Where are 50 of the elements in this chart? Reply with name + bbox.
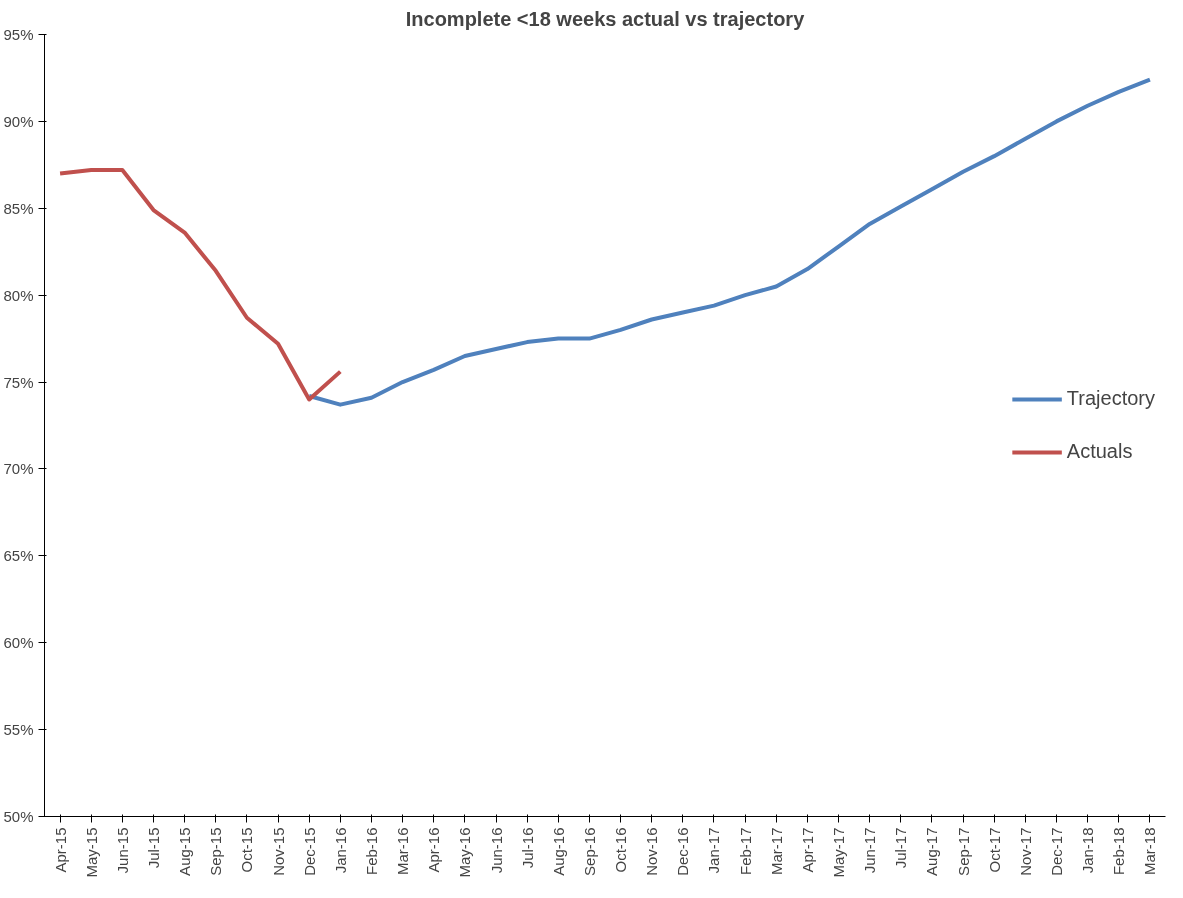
x-tick-label: Jun-17 — [861, 827, 879, 874]
x-tick-label: Jul-16 — [518, 827, 536, 869]
x-tick-label: Apr-16 — [425, 827, 443, 873]
x-tick-label: Sep-17 — [954, 827, 972, 876]
x-tick-label: Aug-15 — [176, 827, 194, 876]
line-series — [58, 168, 343, 402]
x-tick-label: Oct-16 — [612, 827, 630, 873]
y-tick-label: 90% — [3, 112, 34, 130]
x-tick-label: Apr-17 — [798, 827, 816, 873]
x-tick-label: Apr-15 — [51, 827, 69, 873]
x-tick-label: Jun-15 — [113, 827, 131, 874]
x-tick-label: Nov-16 — [643, 827, 661, 876]
x-tick-label: Feb-17 — [736, 827, 754, 876]
x-tick-label: Mar-16 — [394, 827, 412, 876]
y-tick-label: 75% — [3, 373, 34, 391]
y-tick-label: 65% — [3, 547, 34, 565]
x-tick-label: Jan-16 — [331, 827, 349, 874]
x-tick-label: Dec-17 — [1048, 827, 1066, 876]
x-tick-label: Jul-15 — [144, 827, 162, 869]
y-tick-label: 55% — [3, 721, 34, 739]
y-tick-label: 85% — [3, 199, 34, 217]
x-tick-label: Aug-16 — [549, 827, 567, 876]
x-tick-label: Jun-16 — [487, 827, 505, 874]
y-tick-label: 60% — [3, 634, 34, 652]
x-tick-label: Nov-15 — [269, 827, 287, 876]
x-tick-label: Jul-17 — [892, 827, 910, 869]
x-tick-label: Mar-17 — [767, 827, 785, 876]
x-tick-label: Dec-16 — [674, 827, 692, 876]
x-tick-label: Jan-17 — [705, 827, 723, 874]
x-tick-label: Mar-18 — [1141, 827, 1159, 876]
legend-label: Actuals — [1066, 440, 1133, 463]
x-tick-label: Feb-16 — [362, 827, 380, 876]
x-tick-label: Oct-17 — [985, 827, 1003, 873]
x-tick-label: Jan-18 — [1079, 827, 1097, 874]
y-tick-label: 80% — [3, 286, 34, 304]
y-tick-label: 70% — [3, 460, 34, 478]
x-tick-label: Sep-16 — [580, 827, 598, 876]
x-tick-label: Sep-15 — [207, 827, 225, 876]
legend-label: Trajectory — [1066, 387, 1155, 410]
x-tick-label: Nov-17 — [1016, 827, 1034, 876]
x-tick-label: May-15 — [82, 827, 100, 878]
x-tick-label: Dec-15 — [300, 827, 318, 876]
x-tick-label: Aug-17 — [923, 827, 941, 876]
x-tick-label: May-16 — [456, 827, 474, 878]
x-tick-label: May-17 — [830, 827, 848, 878]
x-tick-label: Feb-18 — [1110, 827, 1128, 876]
y-tick-label: 50% — [3, 808, 34, 825]
chart-title: Incomplete <18 weeks actual vs trajectory — [405, 7, 806, 30]
x-tick-label: Oct-15 — [238, 827, 256, 873]
y-tick-label: 95% — [3, 26, 34, 43]
